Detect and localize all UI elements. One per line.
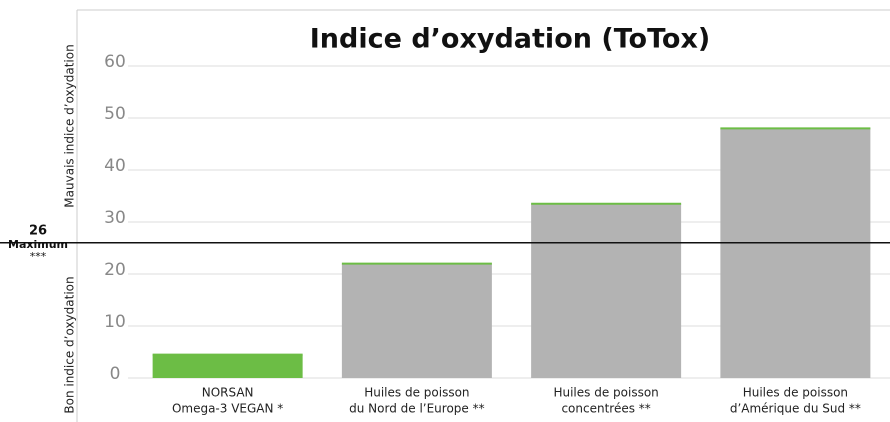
y-tick-label: 40 <box>104 156 126 176</box>
y-axis-label-upper: Mauvais indice d’oxydation <box>63 44 77 207</box>
bar <box>152 354 303 378</box>
x-tick-label: concentrées ** <box>561 402 650 416</box>
x-tick-label: Omega-3 VEGAN * <box>172 402 283 416</box>
y-tick-label: 0 <box>110 364 121 384</box>
y-tick-label: 60 <box>104 52 126 72</box>
reference-value: 26 <box>29 223 47 238</box>
bar <box>720 128 871 378</box>
x-tick-label: du Nord de l’Europe ** <box>349 402 485 416</box>
x-tick-label: Huiles de poisson <box>364 386 469 400</box>
x-tick-label: Huiles de poisson <box>553 386 658 400</box>
chart-title: Indice d’oxydation (ToTox) <box>310 24 710 55</box>
y-tick-label: 50 <box>104 104 126 124</box>
y-axis-label-lower: Bon indice d’oxydation <box>63 276 77 413</box>
y-tick-label: 30 <box>104 208 126 228</box>
x-tick-label: NORSAN <box>202 386 254 400</box>
bar <box>531 203 682 378</box>
y-tick-label: 20 <box>104 260 126 280</box>
y-tick-label: 10 <box>104 312 126 332</box>
x-tick-label: d’Amérique du Sud ** <box>730 402 861 416</box>
bar <box>341 263 492 378</box>
reference-text: Maximum <box>8 238 68 251</box>
x-tick-label: Huiles de poisson <box>743 386 848 400</box>
reference-note: *** <box>30 250 47 263</box>
